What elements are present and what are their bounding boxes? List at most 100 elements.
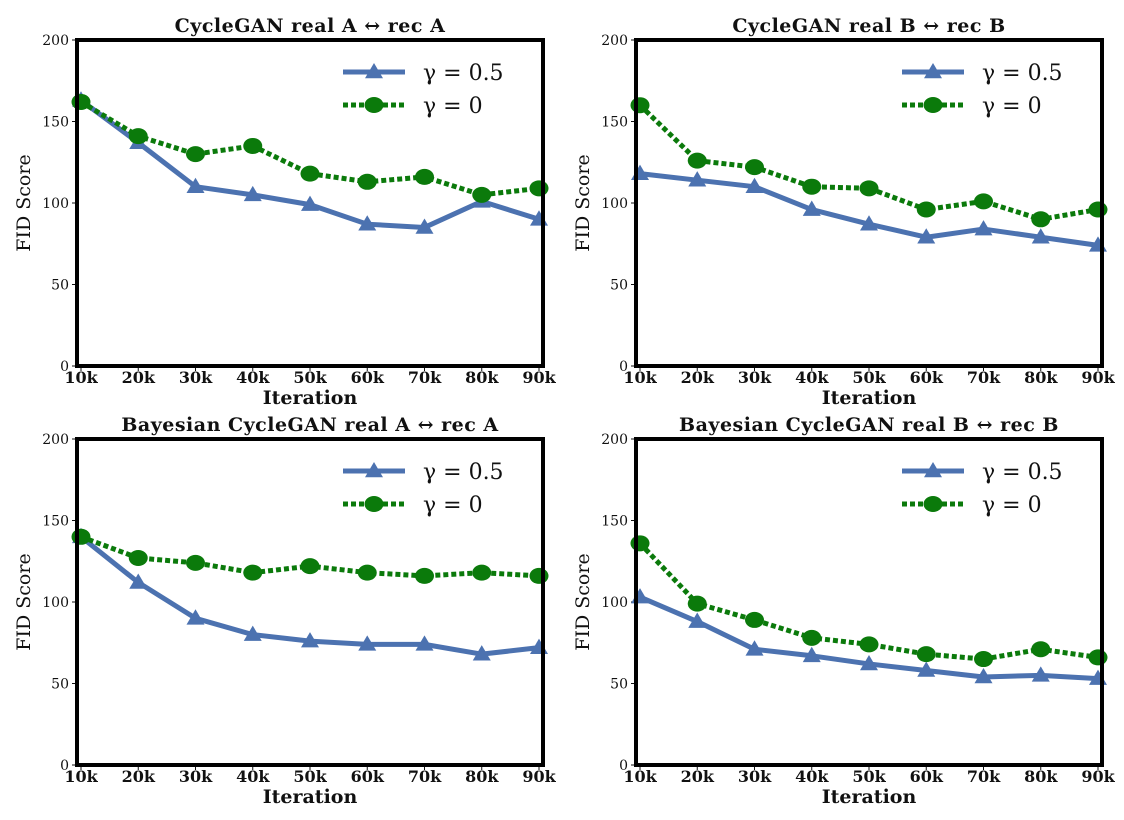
data-point-triangle	[631, 588, 649, 604]
plot-frame	[634, 437, 1104, 767]
y-tick-label: 100	[601, 196, 628, 212]
data-point-triangle	[301, 632, 319, 648]
y-tick-label: 0	[60, 359, 69, 375]
chart-panel-2: CycleGAN real B ↔ rec B FID Score Iteratio…	[572, 15, 1116, 409]
data-point-triangle	[472, 645, 491, 661]
series-gamma-0-5	[631, 164, 1107, 252]
legend-label: γ = 0.5	[982, 61, 1063, 86]
chart-panel-3: Bayesian CycleGAN real A ↔ rec A FID Scor…	[13, 414, 557, 808]
y-tick-label: 0	[619, 758, 628, 774]
plot-frame	[634, 38, 1104, 368]
x-tick-label: 40k	[795, 368, 829, 387]
x-tick-label: 50k	[293, 368, 327, 387]
data-point-triangle	[802, 646, 821, 663]
x-tick-label: 80k	[465, 767, 499, 786]
data-point-circle	[974, 193, 993, 210]
data-point-circle	[1088, 649, 1108, 666]
legend: γ = 0.5 γ = 0	[343, 61, 504, 119]
data-point-circle	[687, 152, 707, 169]
x-tick-label: 20k	[681, 368, 715, 387]
x-tick-label: 70k	[408, 368, 442, 387]
legend-label: γ = 0	[982, 493, 1042, 518]
chart-title: Bayesian CycleGAN real A ↔ rec A	[121, 414, 498, 436]
y-tick-label: 50	[51, 677, 69, 693]
data-point-triangle	[358, 215, 377, 231]
y-tick-label: 100	[42, 196, 69, 212]
data-point-circle	[1031, 641, 1051, 658]
legend-label: γ = 0.5	[423, 61, 504, 86]
legend-marker-circle	[923, 496, 943, 512]
data-point-circle	[186, 554, 205, 571]
legend-marker-triangle	[365, 462, 383, 478]
data-point-circle	[529, 567, 549, 584]
legend: γ = 0.5 γ = 0	[902, 61, 1063, 119]
x-tick-label: 10k	[64, 767, 98, 786]
data-point-triangle	[688, 171, 707, 187]
data-point-circle	[630, 97, 650, 114]
data-point-triangle	[745, 640, 764, 656]
x-tick-label: 90k	[522, 767, 556, 786]
y-tick-label: 150	[42, 115, 69, 131]
data-point-triangle	[917, 661, 936, 677]
x-tick-label: 80k	[465, 368, 499, 387]
data-point-triangle	[974, 667, 993, 684]
legend: γ = 0.5 γ = 0	[902, 460, 1063, 518]
y-tick-label: 200	[601, 432, 628, 448]
x-tick-label: 40k	[236, 767, 270, 786]
data-point-circle	[974, 651, 993, 668]
y-axis-label: FID Score	[13, 154, 35, 251]
data-point-circle	[859, 636, 879, 653]
data-point-triangle	[243, 185, 262, 202]
chart-title: CycleGAN real A ↔ rec A	[175, 15, 446, 37]
data-point-triangle	[802, 200, 821, 216]
y-tick-label: 150	[601, 514, 628, 530]
data-point-circle	[415, 567, 434, 584]
legend-label: γ = 0	[423, 94, 483, 119]
x-tick-label: 30k	[738, 368, 772, 387]
series-gamma-0	[71, 528, 549, 584]
data-point-triangle	[688, 612, 707, 628]
x-tick-label: 30k	[179, 368, 213, 387]
y-tick-label: 50	[610, 677, 628, 693]
series-gamma-0	[630, 535, 1108, 668]
data-point-triangle	[974, 220, 993, 236]
data-point-circle	[916, 201, 936, 218]
data-point-circle	[916, 646, 936, 663]
legend-marker-circle	[364, 496, 384, 512]
y-tick-label: 150	[42, 514, 69, 530]
data-point-triangle	[415, 218, 434, 234]
y-tick-label: 50	[51, 278, 69, 294]
x-tick-label: 20k	[122, 368, 156, 387]
chart-panel-1: CycleGAN real A ↔ rec A FID Score Iteratio…	[13, 15, 557, 409]
y-tick-label: 0	[60, 758, 69, 774]
y-tick-label: 100	[601, 595, 628, 611]
x-tick-label: 10k	[64, 368, 98, 387]
data-point-circle	[859, 180, 879, 197]
x-tick-label: 50k	[852, 368, 886, 387]
data-point-circle	[529, 180, 549, 197]
data-point-circle	[415, 168, 434, 185]
x-tick-label: 80k	[1024, 767, 1058, 786]
data-point-circle	[300, 165, 320, 182]
y-tick-label: 50	[610, 278, 628, 294]
x-tick-label: 60k	[351, 368, 385, 387]
legend-label: γ = 0.5	[982, 460, 1063, 485]
x-tick-label: 70k	[967, 767, 1001, 786]
x-tick-label: 90k	[1081, 368, 1115, 387]
data-point-circle	[472, 186, 492, 203]
x-tick-label: 70k	[967, 368, 1001, 387]
y-tick-label: 100	[42, 595, 69, 611]
data-point-triangle	[186, 609, 205, 625]
data-point-circle	[802, 178, 822, 195]
data-point-circle	[300, 558, 320, 575]
data-point-triangle	[243, 625, 262, 641]
x-tick-label: 10k	[623, 767, 657, 786]
x-tick-label: 60k	[351, 767, 385, 786]
data-point-circle	[1031, 211, 1051, 228]
y-tick-label: 200	[42, 432, 69, 448]
legend-marker-circle	[364, 97, 384, 113]
data-point-circle	[745, 159, 764, 176]
x-tick-label: 50k	[852, 767, 886, 786]
x-tick-label: 10k	[623, 368, 657, 387]
x-tick-label: 90k	[1081, 767, 1115, 786]
